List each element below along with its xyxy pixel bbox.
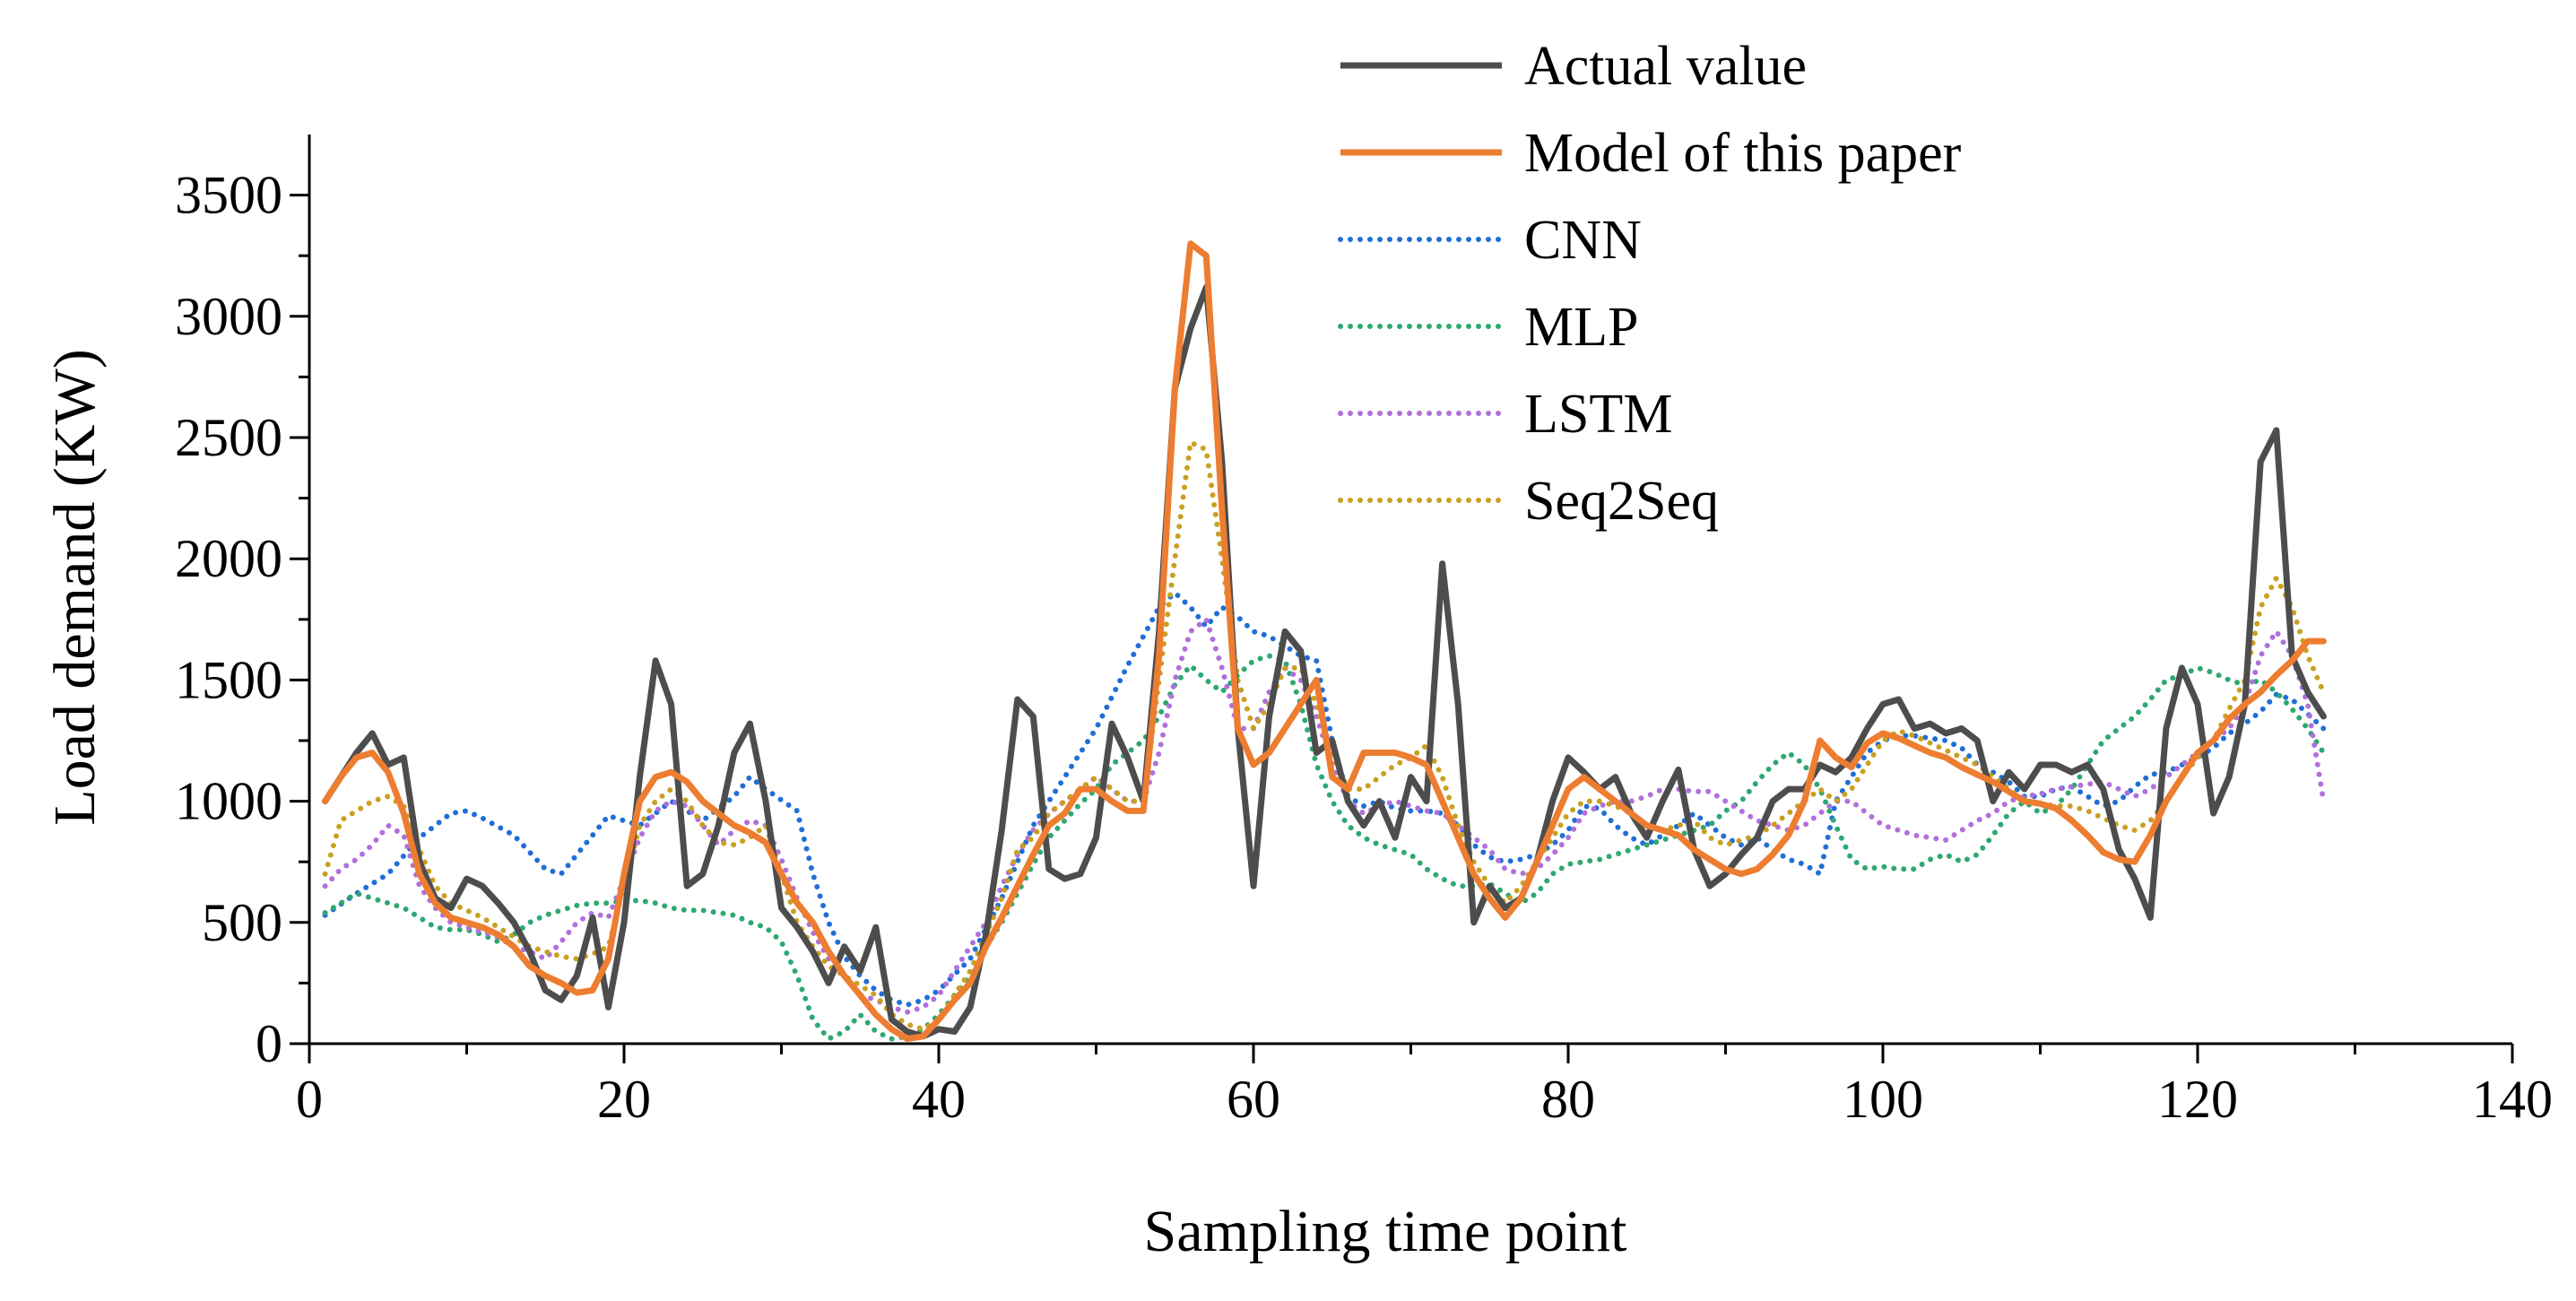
y-tick-label: 2000 <box>175 529 282 588</box>
series-line-lstm <box>322 616 2327 1015</box>
series-line-actual-value <box>322 283 2327 1040</box>
series-line-cnn <box>322 590 2327 1008</box>
y-ticks: 0 500 1000 1500 2000 2500 3000 3500 <box>175 166 309 1073</box>
x-ticks: 0 20 40 60 80 100 120 140 <box>296 1044 2553 1129</box>
y-axis-title: Load demand (KW) <box>42 349 108 825</box>
axes: 0 20 40 60 80 100 120 140 0 500 1000 1500 2000 2500 3… <box>175 134 2553 1129</box>
legend-label: Actual value <box>1524 36 1807 97</box>
legend-label: LSTM <box>1524 384 1672 445</box>
x-tick-label: 80 <box>1541 1070 1595 1129</box>
y-tick-label: 1000 <box>175 772 282 831</box>
series-layer <box>322 240 2327 1043</box>
x-tick-label: 140 <box>2472 1070 2553 1129</box>
y-tick-label: 2500 <box>175 408 282 467</box>
y-tick-label: 1500 <box>175 650 282 709</box>
y-tick-label: 3500 <box>175 166 282 225</box>
legend-label: CNN <box>1524 210 1642 271</box>
legend-label: Model of this paper <box>1524 123 1962 184</box>
y-tick-label: 0 <box>256 1014 282 1073</box>
legend-label: Seq2Seq <box>1524 471 1719 532</box>
x-tick-label: 60 <box>1227 1070 1280 1129</box>
legend-label: MLP <box>1524 297 1638 358</box>
x-tick-label: 20 <box>597 1070 651 1129</box>
legend: Actual value Model of this paper CNN MLP LST… <box>1338 36 1962 532</box>
y-tick-label: 3000 <box>175 287 282 346</box>
y-tick-label: 500 <box>202 893 282 952</box>
series-line-mlp <box>322 653 2327 1042</box>
x-tick-label: 100 <box>1843 1070 1923 1129</box>
series-line-model-of-this-paper <box>322 240 2327 1043</box>
x-axis-title: Sampling time point <box>1144 1199 1627 1264</box>
x-tick-label: 120 <box>2157 1070 2238 1129</box>
x-tick-label: 0 <box>296 1070 323 1129</box>
x-tick-label: 40 <box>912 1070 966 1129</box>
